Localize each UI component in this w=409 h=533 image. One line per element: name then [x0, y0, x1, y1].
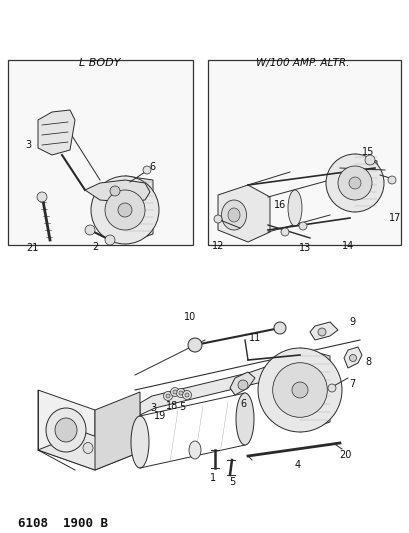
Bar	[8, 60, 193, 245]
Circle shape	[105, 235, 115, 245]
Polygon shape	[139, 355, 314, 415]
Circle shape	[182, 391, 191, 400]
Circle shape	[184, 393, 189, 397]
Text: 18: 18	[166, 401, 178, 411]
Circle shape	[364, 155, 374, 165]
Text: 7: 7	[348, 379, 354, 389]
Text: 9: 9	[348, 317, 354, 327]
Ellipse shape	[221, 200, 246, 230]
Ellipse shape	[46, 408, 86, 452]
Circle shape	[163, 392, 172, 400]
Circle shape	[173, 390, 177, 394]
Text: 1: 1	[209, 473, 216, 483]
Text: L BODY: L BODY	[79, 58, 121, 68]
Circle shape	[298, 222, 306, 230]
Polygon shape	[95, 392, 139, 470]
Ellipse shape	[325, 154, 383, 212]
Circle shape	[179, 391, 182, 395]
Circle shape	[143, 166, 151, 174]
Ellipse shape	[337, 166, 371, 200]
Polygon shape	[38, 110, 75, 155]
Text: W/100 AMP. ALTR.: W/100 AMP. ALTR.	[256, 58, 349, 68]
Text: 5: 5	[228, 477, 234, 487]
Polygon shape	[218, 185, 270, 242]
Text: 8: 8	[364, 357, 370, 367]
Text: 2: 2	[92, 242, 98, 252]
Ellipse shape	[272, 362, 326, 417]
Ellipse shape	[227, 208, 239, 222]
Text: 15: 15	[361, 147, 373, 157]
Text: 11: 11	[248, 333, 261, 343]
Ellipse shape	[105, 190, 145, 230]
Bar	[207, 60, 400, 245]
Circle shape	[176, 389, 185, 398]
Polygon shape	[85, 180, 150, 202]
Ellipse shape	[348, 177, 360, 189]
Circle shape	[280, 228, 288, 236]
Ellipse shape	[257, 348, 341, 432]
Text: 21: 21	[26, 243, 38, 253]
Text: 10: 10	[183, 312, 196, 322]
Polygon shape	[343, 347, 361, 368]
Text: 20: 20	[338, 450, 351, 460]
Circle shape	[317, 328, 325, 336]
Text: 6: 6	[239, 399, 245, 409]
Ellipse shape	[91, 176, 159, 244]
Ellipse shape	[55, 418, 77, 442]
Ellipse shape	[83, 442, 93, 454]
Ellipse shape	[236, 393, 254, 445]
Ellipse shape	[189, 441, 200, 459]
Ellipse shape	[287, 190, 301, 226]
Circle shape	[170, 387, 179, 397]
Text: 17: 17	[388, 213, 400, 223]
Circle shape	[348, 354, 356, 361]
Circle shape	[37, 192, 47, 202]
Circle shape	[327, 384, 335, 392]
Polygon shape	[354, 154, 376, 212]
Text: 5: 5	[178, 402, 185, 412]
Circle shape	[237, 380, 247, 390]
Polygon shape	[125, 176, 153, 244]
Ellipse shape	[291, 382, 307, 398]
Text: 19: 19	[153, 411, 166, 421]
Text: 16: 16	[273, 200, 285, 210]
Ellipse shape	[118, 203, 132, 217]
Circle shape	[273, 322, 285, 334]
Polygon shape	[38, 432, 139, 470]
Circle shape	[213, 215, 221, 223]
Circle shape	[85, 225, 95, 235]
Circle shape	[188, 338, 202, 352]
Polygon shape	[229, 372, 254, 395]
Text: 4: 4	[294, 460, 300, 470]
Text: 13: 13	[298, 243, 310, 253]
Polygon shape	[309, 322, 337, 340]
Polygon shape	[38, 390, 95, 470]
Circle shape	[387, 176, 395, 184]
Text: 3: 3	[150, 403, 156, 413]
Text: 6: 6	[148, 162, 155, 172]
Text: 12: 12	[211, 241, 224, 251]
Ellipse shape	[131, 416, 148, 468]
Circle shape	[110, 186, 120, 196]
Text: 3: 3	[25, 140, 31, 150]
Circle shape	[166, 394, 170, 398]
Text: 14: 14	[341, 241, 353, 251]
Polygon shape	[299, 348, 329, 432]
Text: 6108  1900 B: 6108 1900 B	[18, 517, 108, 530]
